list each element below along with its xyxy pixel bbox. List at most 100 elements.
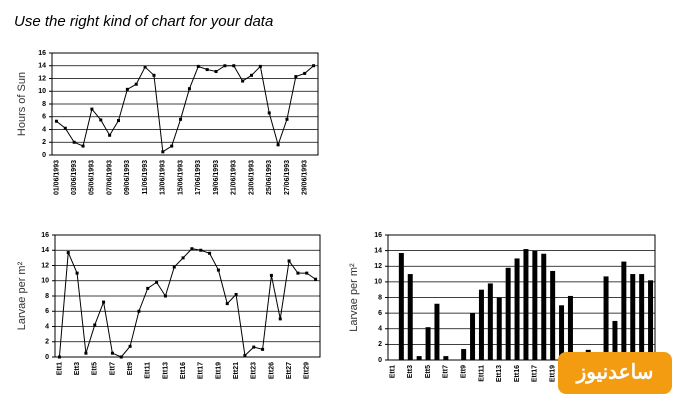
- x-tick-label: Ett27: [286, 362, 293, 379]
- marker: [294, 75, 298, 79]
- marker: [258, 64, 262, 68]
- marker: [137, 309, 141, 313]
- bar: [443, 356, 449, 360]
- marker: [72, 140, 76, 144]
- marker: [172, 265, 176, 269]
- x-tick-label: 05/06/1993: [89, 160, 96, 195]
- x-tick-label: 29/06/1993: [302, 160, 309, 195]
- plot-frame: [54, 234, 321, 358]
- x-tick-label: Ett3: [74, 362, 81, 375]
- bar: [523, 249, 529, 360]
- bar: [470, 313, 476, 360]
- marker: [99, 118, 103, 122]
- marker: [143, 65, 147, 69]
- marker: [66, 251, 70, 255]
- marker: [119, 355, 123, 359]
- marker: [225, 302, 229, 306]
- y-axis-label: Larvae per m²: [16, 261, 28, 330]
- x-tick-label: Ett29: [304, 362, 311, 379]
- x-tick-label: 01/06/1993: [53, 160, 60, 195]
- x-tick-label: Ett1: [389, 365, 396, 378]
- bar: [532, 250, 538, 360]
- y-tick-label: 12: [41, 262, 49, 269]
- marker: [241, 79, 245, 83]
- y-tick-label: 14: [374, 247, 382, 254]
- marker: [303, 71, 307, 75]
- marker: [261, 347, 265, 351]
- marker: [57, 355, 61, 359]
- marker: [179, 117, 183, 121]
- y-tick-label: 4: [45, 323, 49, 330]
- x-tick-label: Ett9: [460, 365, 467, 378]
- y-tick-label: 10: [374, 279, 382, 286]
- x-tick-label: 25/06/1993: [266, 160, 273, 195]
- marker: [250, 73, 253, 77]
- x-tick-label: Ett23: [251, 362, 258, 379]
- marker: [285, 117, 289, 121]
- y-tick-label: 6: [42, 114, 46, 121]
- y-tick-label: 0: [378, 357, 382, 364]
- x-tick-label: Ett1: [56, 362, 63, 375]
- y-tick-label: 10: [41, 278, 49, 285]
- x-tick-label: Ett7: [109, 362, 116, 375]
- marker: [146, 286, 150, 290]
- bar: [621, 261, 627, 360]
- x-tick-label: 07/06/1993: [106, 160, 113, 195]
- bar: [639, 274, 645, 360]
- marker: [208, 251, 212, 255]
- x-tick-label: Ett17: [532, 365, 539, 382]
- y-tick-label: 0: [42, 152, 46, 159]
- x-tick-label: 19/06/1993: [213, 160, 220, 195]
- marker: [152, 73, 156, 77]
- bar: [541, 253, 547, 360]
- x-tick-label: Ett7: [443, 365, 450, 378]
- x-tick-label: 03/06/1993: [71, 160, 78, 195]
- x-tick-label: Ett11: [145, 362, 152, 379]
- marker: [223, 64, 227, 68]
- y-tick-label: 14: [41, 247, 49, 254]
- marker: [199, 248, 203, 252]
- plot-frame: [51, 52, 319, 156]
- marker: [81, 144, 85, 148]
- line: [58, 248, 316, 358]
- marker: [196, 64, 200, 68]
- y-tick-label: 6: [378, 310, 382, 317]
- x-tick-label: Ett16: [180, 362, 187, 379]
- bar: [550, 270, 556, 360]
- y-tick-label: 4: [42, 126, 46, 133]
- marker: [75, 271, 79, 275]
- y-tick-label: 2: [45, 339, 49, 346]
- bar: [416, 356, 422, 360]
- watermark: ساعدنیوز: [575, 361, 654, 384]
- bar: [425, 327, 431, 360]
- x-tick-label: Ett5: [425, 365, 432, 378]
- marker: [312, 64, 316, 68]
- y-tick-label: 10: [38, 88, 46, 95]
- y-tick-label: 8: [378, 294, 382, 301]
- bar: [505, 267, 511, 360]
- marker: [269, 273, 273, 277]
- bar: [559, 305, 565, 360]
- y-axis-label: Hours of Sun: [16, 72, 28, 136]
- page-title: Use the right kind of chart for your dat…: [14, 13, 273, 30]
- y-tick-label: 12: [38, 75, 46, 82]
- bar: [603, 276, 609, 360]
- x-tick-label: Ett19: [549, 365, 556, 382]
- y-tick-label: 16: [38, 50, 46, 57]
- marker: [93, 323, 97, 327]
- marker: [305, 271, 309, 275]
- watermark-box: [558, 352, 672, 394]
- line: [56, 65, 314, 153]
- y-tick-label: 16: [374, 232, 382, 239]
- marker: [278, 317, 282, 321]
- x-tick-label: Ett26: [268, 362, 275, 379]
- marker: [125, 87, 129, 91]
- bar: [630, 274, 636, 360]
- x-tick-label: Ett19: [215, 362, 222, 379]
- marker: [287, 259, 291, 263]
- bar: [514, 258, 520, 360]
- y-tick-label: 0: [45, 354, 49, 361]
- x-tick-label: Ett11: [478, 365, 485, 382]
- marker: [314, 277, 318, 281]
- marker: [155, 280, 159, 284]
